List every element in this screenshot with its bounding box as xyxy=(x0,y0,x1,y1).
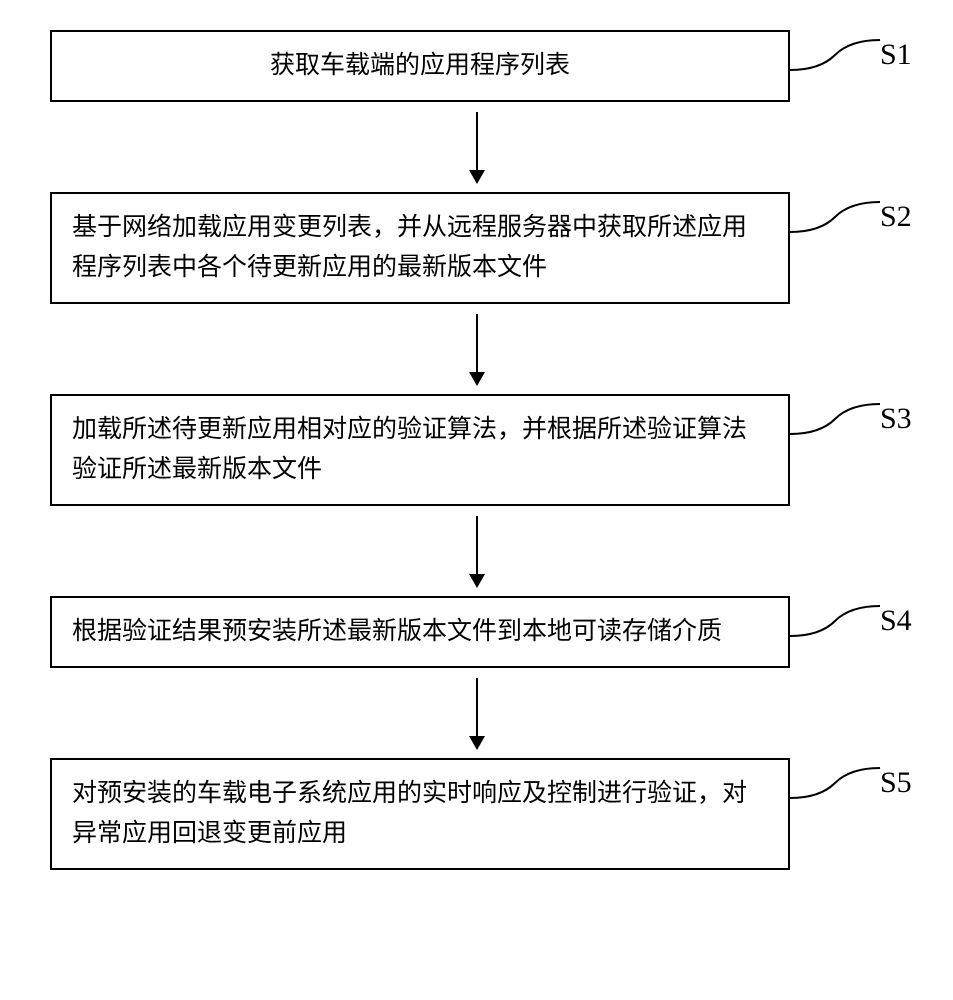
step-container-s4: 根据验证结果预安装所述最新版本文件到本地可读存储介质 S4 xyxy=(50,596,903,668)
curve-s4 xyxy=(790,611,875,656)
step-label-s3: S3 xyxy=(880,402,912,436)
step-container-s2: 基于网络加载应用变更列表，并从远程服务器中获取所述应用程序列表中各个待更新应用的… xyxy=(50,192,903,304)
label-connector-s4: S4 xyxy=(790,611,912,656)
arrow-4 xyxy=(476,678,478,748)
step-box-s3: 加载所述待更新应用相对应的验证算法，并根据所述验证算法验证所述最新版本文件 xyxy=(50,394,790,506)
arrow-1 xyxy=(476,112,478,182)
curve-s3 xyxy=(790,409,875,454)
step-container-s5: 对预安装的车载电子系统应用的实时响应及控制进行验证，对异常应用回退变更前应用 S… xyxy=(50,758,903,870)
flowchart-container: 获取车载端的应用程序列表 S1 基于网络加载应用变更列表，并从远程服务器中获取所… xyxy=(50,30,903,870)
arrow-3 xyxy=(476,516,478,586)
arrow-container-4 xyxy=(107,668,847,758)
step-text-s4: 根据验证结果预安装所述最新版本文件到本地可读存储介质 xyxy=(72,612,722,652)
label-connector-s5: S5 xyxy=(790,773,912,818)
curve-s1 xyxy=(790,45,875,90)
step-box-s1: 获取车载端的应用程序列表 xyxy=(50,30,790,102)
step-text-s2: 基于网络加载应用变更列表，并从远程服务器中获取所述应用程序列表中各个待更新应用的… xyxy=(72,208,768,288)
step-label-s1: S1 xyxy=(880,38,912,72)
step-container-s1: 获取车载端的应用程序列表 S1 xyxy=(50,30,903,102)
step-box-s2: 基于网络加载应用变更列表，并从远程服务器中获取所述应用程序列表中各个待更新应用的… xyxy=(50,192,790,304)
arrow-2 xyxy=(476,314,478,384)
arrow-container-2 xyxy=(107,304,847,394)
label-connector-s2: S2 xyxy=(790,207,912,252)
step-container-s3: 加载所述待更新应用相对应的验证算法，并根据所述验证算法验证所述最新版本文件 S3 xyxy=(50,394,903,506)
step-text-s5: 对预安装的车载电子系统应用的实时响应及控制进行验证，对异常应用回退变更前应用 xyxy=(72,774,768,854)
arrow-container-3 xyxy=(107,506,847,596)
label-connector-s1: S1 xyxy=(790,45,912,90)
arrow-container-1 xyxy=(107,102,847,192)
curve-s5 xyxy=(790,773,875,818)
label-connector-s3: S3 xyxy=(790,409,912,454)
step-box-s4: 根据验证结果预安装所述最新版本文件到本地可读存储介质 xyxy=(50,596,790,668)
step-box-s5: 对预安装的车载电子系统应用的实时响应及控制进行验证，对异常应用回退变更前应用 xyxy=(50,758,790,870)
step-text-s1: 获取车载端的应用程序列表 xyxy=(270,46,570,86)
step-label-s5: S5 xyxy=(880,766,912,800)
step-label-s4: S4 xyxy=(880,604,912,638)
step-label-s2: S2 xyxy=(880,200,912,234)
curve-s2 xyxy=(790,207,875,252)
step-text-s3: 加载所述待更新应用相对应的验证算法，并根据所述验证算法验证所述最新版本文件 xyxy=(72,410,768,490)
